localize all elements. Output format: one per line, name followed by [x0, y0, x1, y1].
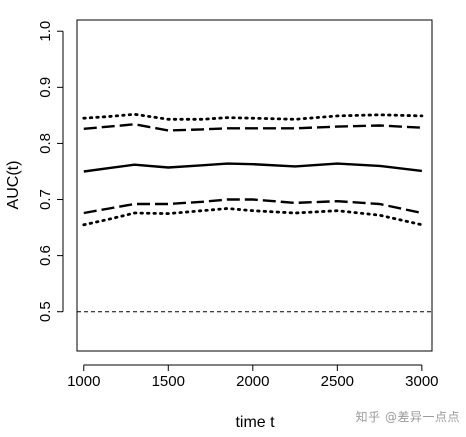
series-1-dotted-line [82, 112, 424, 121]
watermark: 知乎 @差异一点点 [355, 410, 460, 424]
y-axis: 0.5 0.6 0.7 0.8 0.9 1.0 [37, 21, 64, 322]
x-tick-label: 3000 [405, 373, 438, 390]
y-tick-label: 0.6 [37, 245, 54, 266]
y-tick-label: 1.0 [37, 21, 54, 42]
y-axis-title: AUC(t) [5, 161, 22, 210]
plot-frame [76, 19, 433, 352]
series-3-solid-line [83, 162, 423, 173]
x-axis-title: time t [235, 414, 275, 431]
y-tick-label: 0.8 [37, 133, 54, 154]
series-2-dashed-line [83, 123, 422, 132]
y-tick-label: 0.7 [37, 189, 54, 210]
x-tick-label: 1000 [67, 373, 100, 390]
x-tick-label: 1500 [152, 373, 185, 390]
series-5-dotted-line [82, 207, 424, 227]
y-tick-label: 0.9 [37, 77, 54, 98]
x-tick-label: 2500 [321, 373, 354, 390]
series-layer [82, 112, 424, 227]
series-4-dashed-line [83, 198, 423, 215]
y-tick-label: 0.5 [37, 301, 54, 322]
x-axis: 1000 1500 2000 2500 3000 [67, 364, 439, 390]
x-tick-label: 2000 [236, 373, 269, 390]
